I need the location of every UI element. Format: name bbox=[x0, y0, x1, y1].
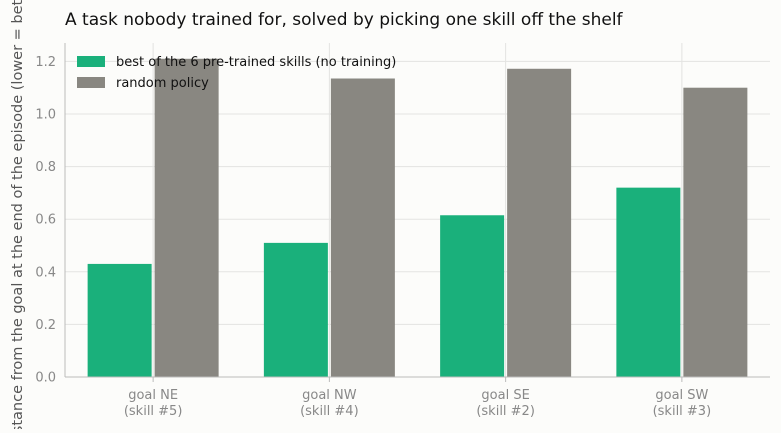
bars bbox=[87, 58, 748, 378]
bar-best-skill bbox=[616, 187, 681, 377]
x-tick-label: goal NW (skill #4) bbox=[300, 388, 359, 419]
bar-random-policy bbox=[154, 58, 219, 377]
legend: best of the 6 pre-trained skills (no tra… bbox=[77, 55, 396, 91]
bar-random-policy bbox=[683, 87, 748, 377]
y-tick-label: 1.2 bbox=[35, 55, 56, 70]
bar-random-policy bbox=[330, 78, 395, 377]
y-tick-label: 0.8 bbox=[35, 160, 56, 175]
x-tick-label: goal NE (skill #5) bbox=[124, 388, 183, 419]
y-tick-label: 0.4 bbox=[35, 265, 56, 280]
y-tick-label: 1.0 bbox=[35, 108, 56, 123]
axes: 0.0 0.2 0.4 0.6 0.8 1.0 1.2 goal NE (skill #5) go… bbox=[35, 43, 770, 419]
legend-swatch bbox=[77, 77, 105, 88]
bar-random-policy bbox=[507, 68, 572, 378]
x-tick-label: goal SW (skill #3) bbox=[653, 388, 712, 419]
legend-swatch bbox=[77, 56, 105, 67]
y-tick-label: 0.0 bbox=[35, 371, 56, 386]
y-tick-label: 0.2 bbox=[35, 318, 56, 333]
y-axis-label: distance from the goal at the end of the… bbox=[10, 0, 26, 429]
legend-label: best of the 6 pre-trained skills (no tra… bbox=[116, 55, 396, 70]
bar-best-skill bbox=[263, 242, 328, 377]
x-tick-label: goal SE (skill #2) bbox=[476, 388, 535, 419]
chart-title: A task nobody trained for, solved by pic… bbox=[65, 10, 624, 30]
legend-label: random policy bbox=[116, 76, 209, 91]
bar-best-skill bbox=[440, 215, 505, 377]
y-tick-label: 0.6 bbox=[35, 213, 56, 228]
bar-best-skill bbox=[87, 263, 152, 377]
